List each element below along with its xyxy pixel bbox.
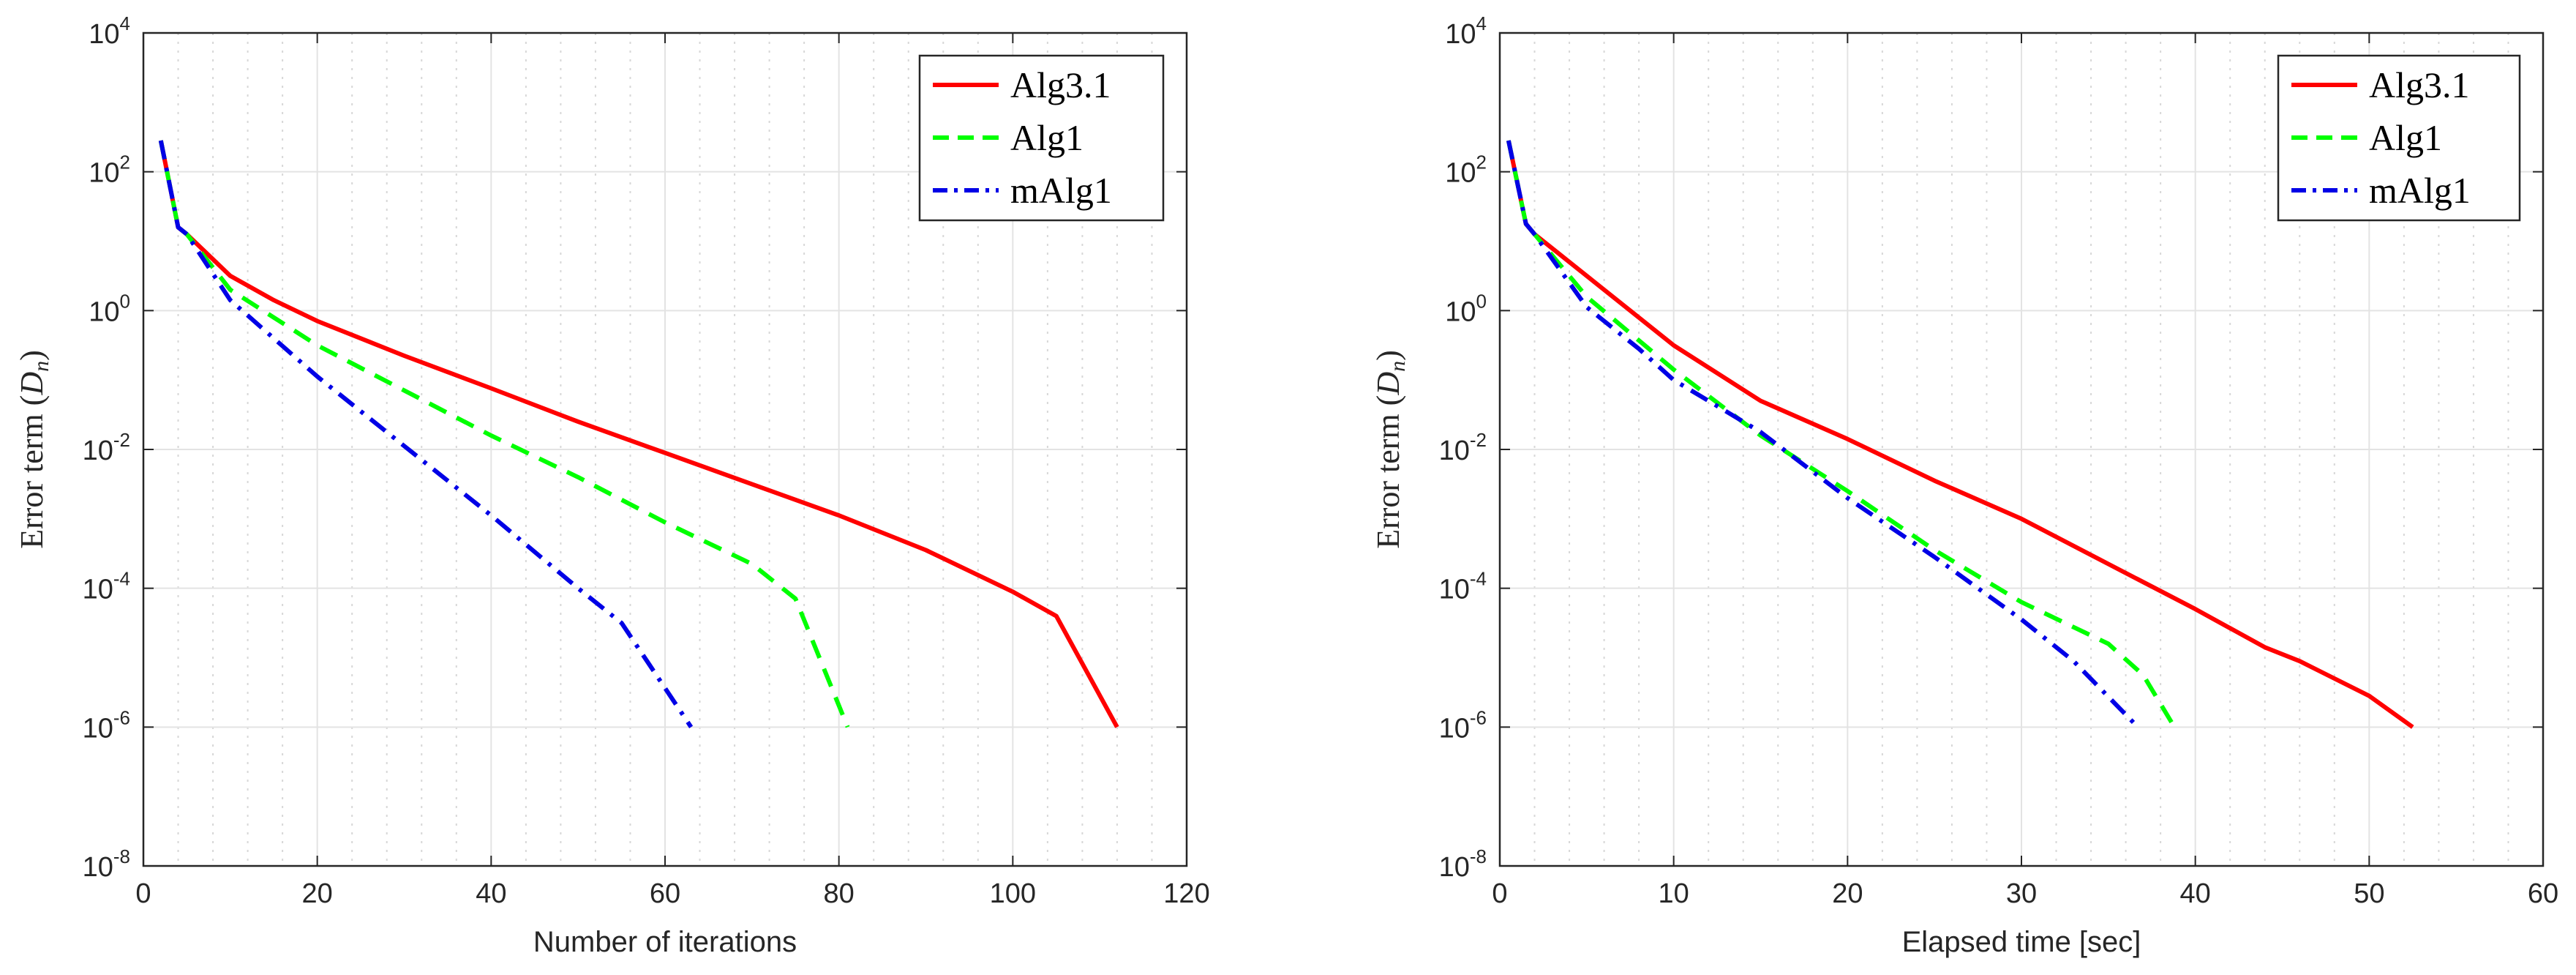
x-axis-label: Elapsed time [sec] (1902, 926, 2141, 958)
legend: Alg3.1 Alg1 mAlg1 (918, 54, 1165, 222)
legend-entry-label: mAlg1 (2369, 170, 2471, 211)
y-tick-label: 10-8 (83, 845, 130, 883)
x-tick-label: 50 (2354, 878, 2384, 909)
y-tick-label: 102 (89, 152, 130, 189)
y-tick-label: 10-2 (83, 429, 130, 466)
x-tick-label: 40 (476, 878, 506, 909)
y-tick-label: 10-6 (83, 706, 130, 744)
series-line-malg1 (158, 140, 694, 728)
x-tick-label: 20 (302, 878, 333, 909)
legend-entry-label: mAlg1 (1010, 170, 1112, 211)
series-line-alg3-1 (158, 140, 1119, 728)
y-axis-label: Error term (Dn) (14, 350, 53, 549)
x-tick-label: 0 (1492, 878, 1507, 909)
x-tick-label: 10 (1659, 878, 1689, 909)
axes-frame (1498, 31, 2545, 867)
legend-entry-label: Alg1 (2369, 117, 2442, 158)
legend-entry-label: Alg3.1 (1010, 64, 1111, 105)
y-tick-label: 10-4 (83, 568, 130, 605)
x-tick-label: 40 (2180, 878, 2211, 909)
series-line-alg3-1 (1506, 140, 2414, 729)
axes-frame (142, 31, 1188, 867)
x-tick-label: 0 (135, 878, 151, 909)
y-tick-label: 100 (89, 290, 130, 327)
legend: Alg3.1 Alg1 mAlg1 (2277, 54, 2521, 222)
y-tick-label: 100 (1445, 290, 1487, 327)
y-axis-label: Error term (Dn) (1370, 350, 1410, 549)
y-tick-label: 10-6 (1439, 706, 1487, 744)
y-tick-label: 10-2 (1439, 429, 1487, 466)
series-line-alg1 (158, 140, 850, 728)
x-tick-label: 100 (990, 878, 1036, 909)
y-tick-label: 104 (1445, 12, 1487, 50)
legend-entry-label: Alg3.1 (2369, 64, 2470, 105)
legend-entry-label: Alg1 (1010, 117, 1084, 158)
x-tick-label: 60 (650, 878, 680, 909)
chart-elapsed-time: 0 10 20 30 40 50 60 10-8 10-6 10-4 10-2 100 102 104 El… (1370, 12, 2558, 958)
y-tick-label: 10-4 (1439, 568, 1487, 605)
y-tick-label: 104 (89, 12, 130, 50)
x-axis-label: Number of iterations (533, 926, 797, 958)
x-tick-label: 120 (1163, 878, 1209, 909)
y-tick-label: 10-8 (1439, 845, 1487, 883)
x-tick-label: 30 (2006, 878, 2037, 909)
x-tick-label: 80 (824, 878, 855, 909)
y-tick-label: 102 (1445, 152, 1487, 189)
x-tick-label: 60 (2528, 878, 2558, 909)
chart-iterations: 0 20 40 60 80 100 120 10-8 10-6 10-4 10-2 100 102 104… (14, 12, 1210, 958)
x-tick-label: 20 (1832, 878, 1863, 909)
series-line-malg1 (1506, 140, 2140, 729)
